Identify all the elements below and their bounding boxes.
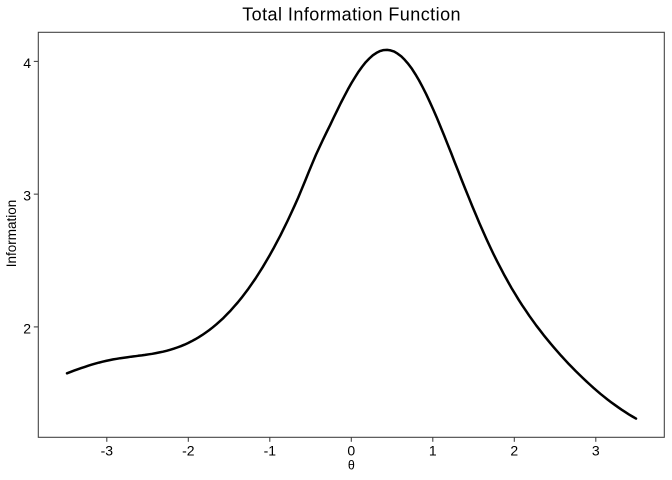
svg-text:2: 2 <box>23 320 31 336</box>
svg-text:θ: θ <box>348 459 355 473</box>
svg-text:0: 0 <box>347 443 355 459</box>
svg-text:-2: -2 <box>182 443 195 459</box>
svg-text:2: 2 <box>510 443 518 459</box>
svg-text:-1: -1 <box>264 443 277 459</box>
svg-text:1: 1 <box>429 443 437 459</box>
svg-text:Information: Information <box>4 200 19 268</box>
svg-text:3: 3 <box>23 188 31 204</box>
svg-text:-3: -3 <box>101 443 114 459</box>
svg-text:Total Information Function: Total Information Function <box>242 5 461 25</box>
svg-text:4: 4 <box>23 55 31 71</box>
svg-text:3: 3 <box>592 443 600 459</box>
